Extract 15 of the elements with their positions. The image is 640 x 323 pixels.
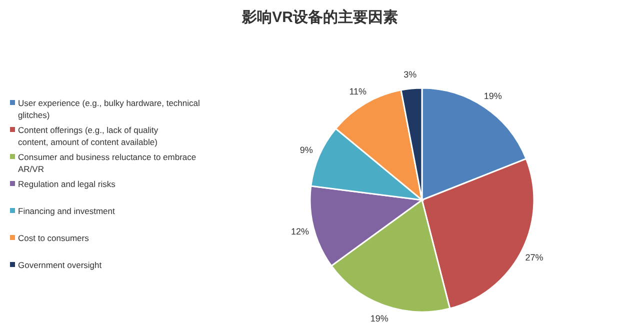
chart-title: 影响VR设备的主要因素 bbox=[241, 8, 398, 26]
data-label: 19% bbox=[484, 90, 502, 101]
data-label: 3% bbox=[404, 70, 417, 80]
legend-label: Cost to consumers bbox=[18, 233, 89, 243]
legend-label: Financing and investment bbox=[18, 206, 116, 216]
legend-label: Consumer and business reluctance to embrace AR/VR bbox=[18, 152, 196, 174]
legend-label: Content offerings (e.g., lack of quality content, amount of content available) bbox=[18, 125, 159, 147]
data-label: 19% bbox=[370, 314, 388, 323]
legend-label: User experience (e.g., bulky hardware, technical glitches) bbox=[18, 98, 200, 120]
data-label: 9% bbox=[300, 145, 313, 156]
data-label: 27% bbox=[525, 252, 544, 262]
data-label: 12% bbox=[290, 226, 309, 236]
data-label: 11% bbox=[349, 86, 367, 97]
legend-label: Government oversight bbox=[18, 260, 102, 270]
legend-label: Regulation and legal risks bbox=[18, 179, 116, 189]
